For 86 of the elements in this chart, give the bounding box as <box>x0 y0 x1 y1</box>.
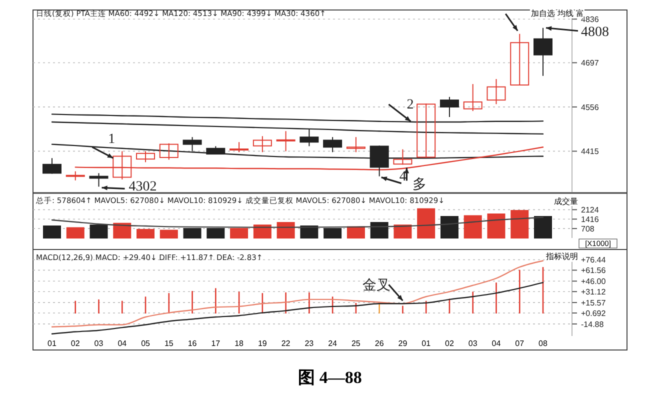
y-tick-label: 4697 <box>581 58 600 68</box>
bar <box>324 228 342 238</box>
y-tick-label: 4415 <box>581 147 600 156</box>
candlestick <box>230 142 249 153</box>
y-tick-label: 4556 <box>581 102 600 112</box>
x-tick-label: 02 <box>70 339 80 348</box>
x-tick-label: 25 <box>352 339 361 348</box>
bar <box>394 224 412 238</box>
y-tick-label: +46.00 <box>581 276 606 286</box>
x-tick-label: 01 <box>422 339 432 348</box>
candlestick <box>252 136 272 153</box>
x-tick-label: 18 <box>234 339 244 348</box>
line-series <box>51 114 544 123</box>
bar <box>113 222 132 238</box>
candlestick <box>393 148 412 166</box>
bar <box>370 222 388 238</box>
annotation: 金叉 <box>362 278 391 294</box>
x-tick-label: 17 <box>211 339 221 348</box>
x-tick-label: 03 <box>94 339 104 348</box>
annotation: 4 <box>399 169 406 184</box>
y-tick-label: +76.44 <box>581 256 606 265</box>
annotation: 加自选 均线 富 <box>530 9 584 18</box>
y-tick-label: 4836 <box>581 14 600 24</box>
candlestick <box>486 78 506 105</box>
bar <box>160 230 178 238</box>
y-tick-label: +61.56 <box>581 266 606 275</box>
candlestick <box>159 142 178 160</box>
y-tick-label: 708 <box>581 224 595 234</box>
bar <box>440 216 458 238</box>
line-series <box>51 260 544 328</box>
caption: 图 4—88 <box>298 368 362 387</box>
candlestick <box>66 170 85 181</box>
candlestick <box>276 130 296 152</box>
x-tick-label: 07 <box>515 339 525 348</box>
bar <box>510 210 529 238</box>
y-tick-label: +0.692 <box>581 308 606 318</box>
bar <box>136 228 155 238</box>
x-tick-label: 22 <box>281 339 291 348</box>
annotation: 1 <box>108 132 116 148</box>
bar <box>464 215 482 238</box>
bar <box>276 222 295 238</box>
bar <box>90 224 108 238</box>
candlestick <box>416 103 436 158</box>
annotation: 多 <box>412 176 427 193</box>
x-tick-label: 29 <box>398 339 408 348</box>
bar <box>534 216 552 238</box>
candlestick <box>42 158 62 174</box>
annotation: 2 <box>406 97 414 112</box>
candlestick <box>136 150 156 163</box>
annotation: 4808 <box>581 24 609 40</box>
candlestick <box>440 96 459 118</box>
bar <box>487 214 506 238</box>
x-tick-label: 19 <box>258 339 268 348</box>
bar <box>417 208 436 238</box>
candlestick <box>346 136 366 153</box>
annotation: 4302 <box>128 180 157 195</box>
annotation: 成交量 <box>554 197 578 206</box>
annotation: 指标说明 <box>545 252 578 261</box>
bar <box>43 226 61 238</box>
x-tick-label: 01 <box>48 339 57 348</box>
bar <box>206 228 225 238</box>
y-tick-label: -14.88 <box>581 320 604 329</box>
x-tick-label: 04 <box>118 339 128 348</box>
candlestick <box>463 84 482 112</box>
y-tick-label: +15.57 <box>581 298 606 308</box>
bar <box>183 228 202 238</box>
x-tick-label: 02 <box>445 339 454 348</box>
candlestick <box>510 33 530 86</box>
bar <box>66 227 84 238</box>
y-tick-label: 2124 <box>581 205 600 214</box>
x-tick-label: 05 <box>141 339 151 348</box>
x-tick-label: 03 <box>468 339 478 348</box>
x-tick-label: 08 <box>538 339 548 348</box>
x-tick-label: 24 <box>328 339 338 348</box>
x-tick-label: 04 <box>492 339 502 348</box>
candlestick <box>534 27 552 76</box>
x-tick-label: 16 <box>188 339 198 348</box>
x-tick-label: 15 <box>164 339 174 348</box>
x-tick-label: 23 <box>304 339 314 348</box>
candlestick <box>323 136 342 153</box>
line-series <box>51 216 544 228</box>
bar <box>230 228 248 238</box>
y-tick-label: +31.12 <box>581 287 606 296</box>
x-tick-label: 26 <box>374 339 384 348</box>
y-tick-label: 1416 <box>581 214 600 224</box>
bar <box>346 226 365 238</box>
